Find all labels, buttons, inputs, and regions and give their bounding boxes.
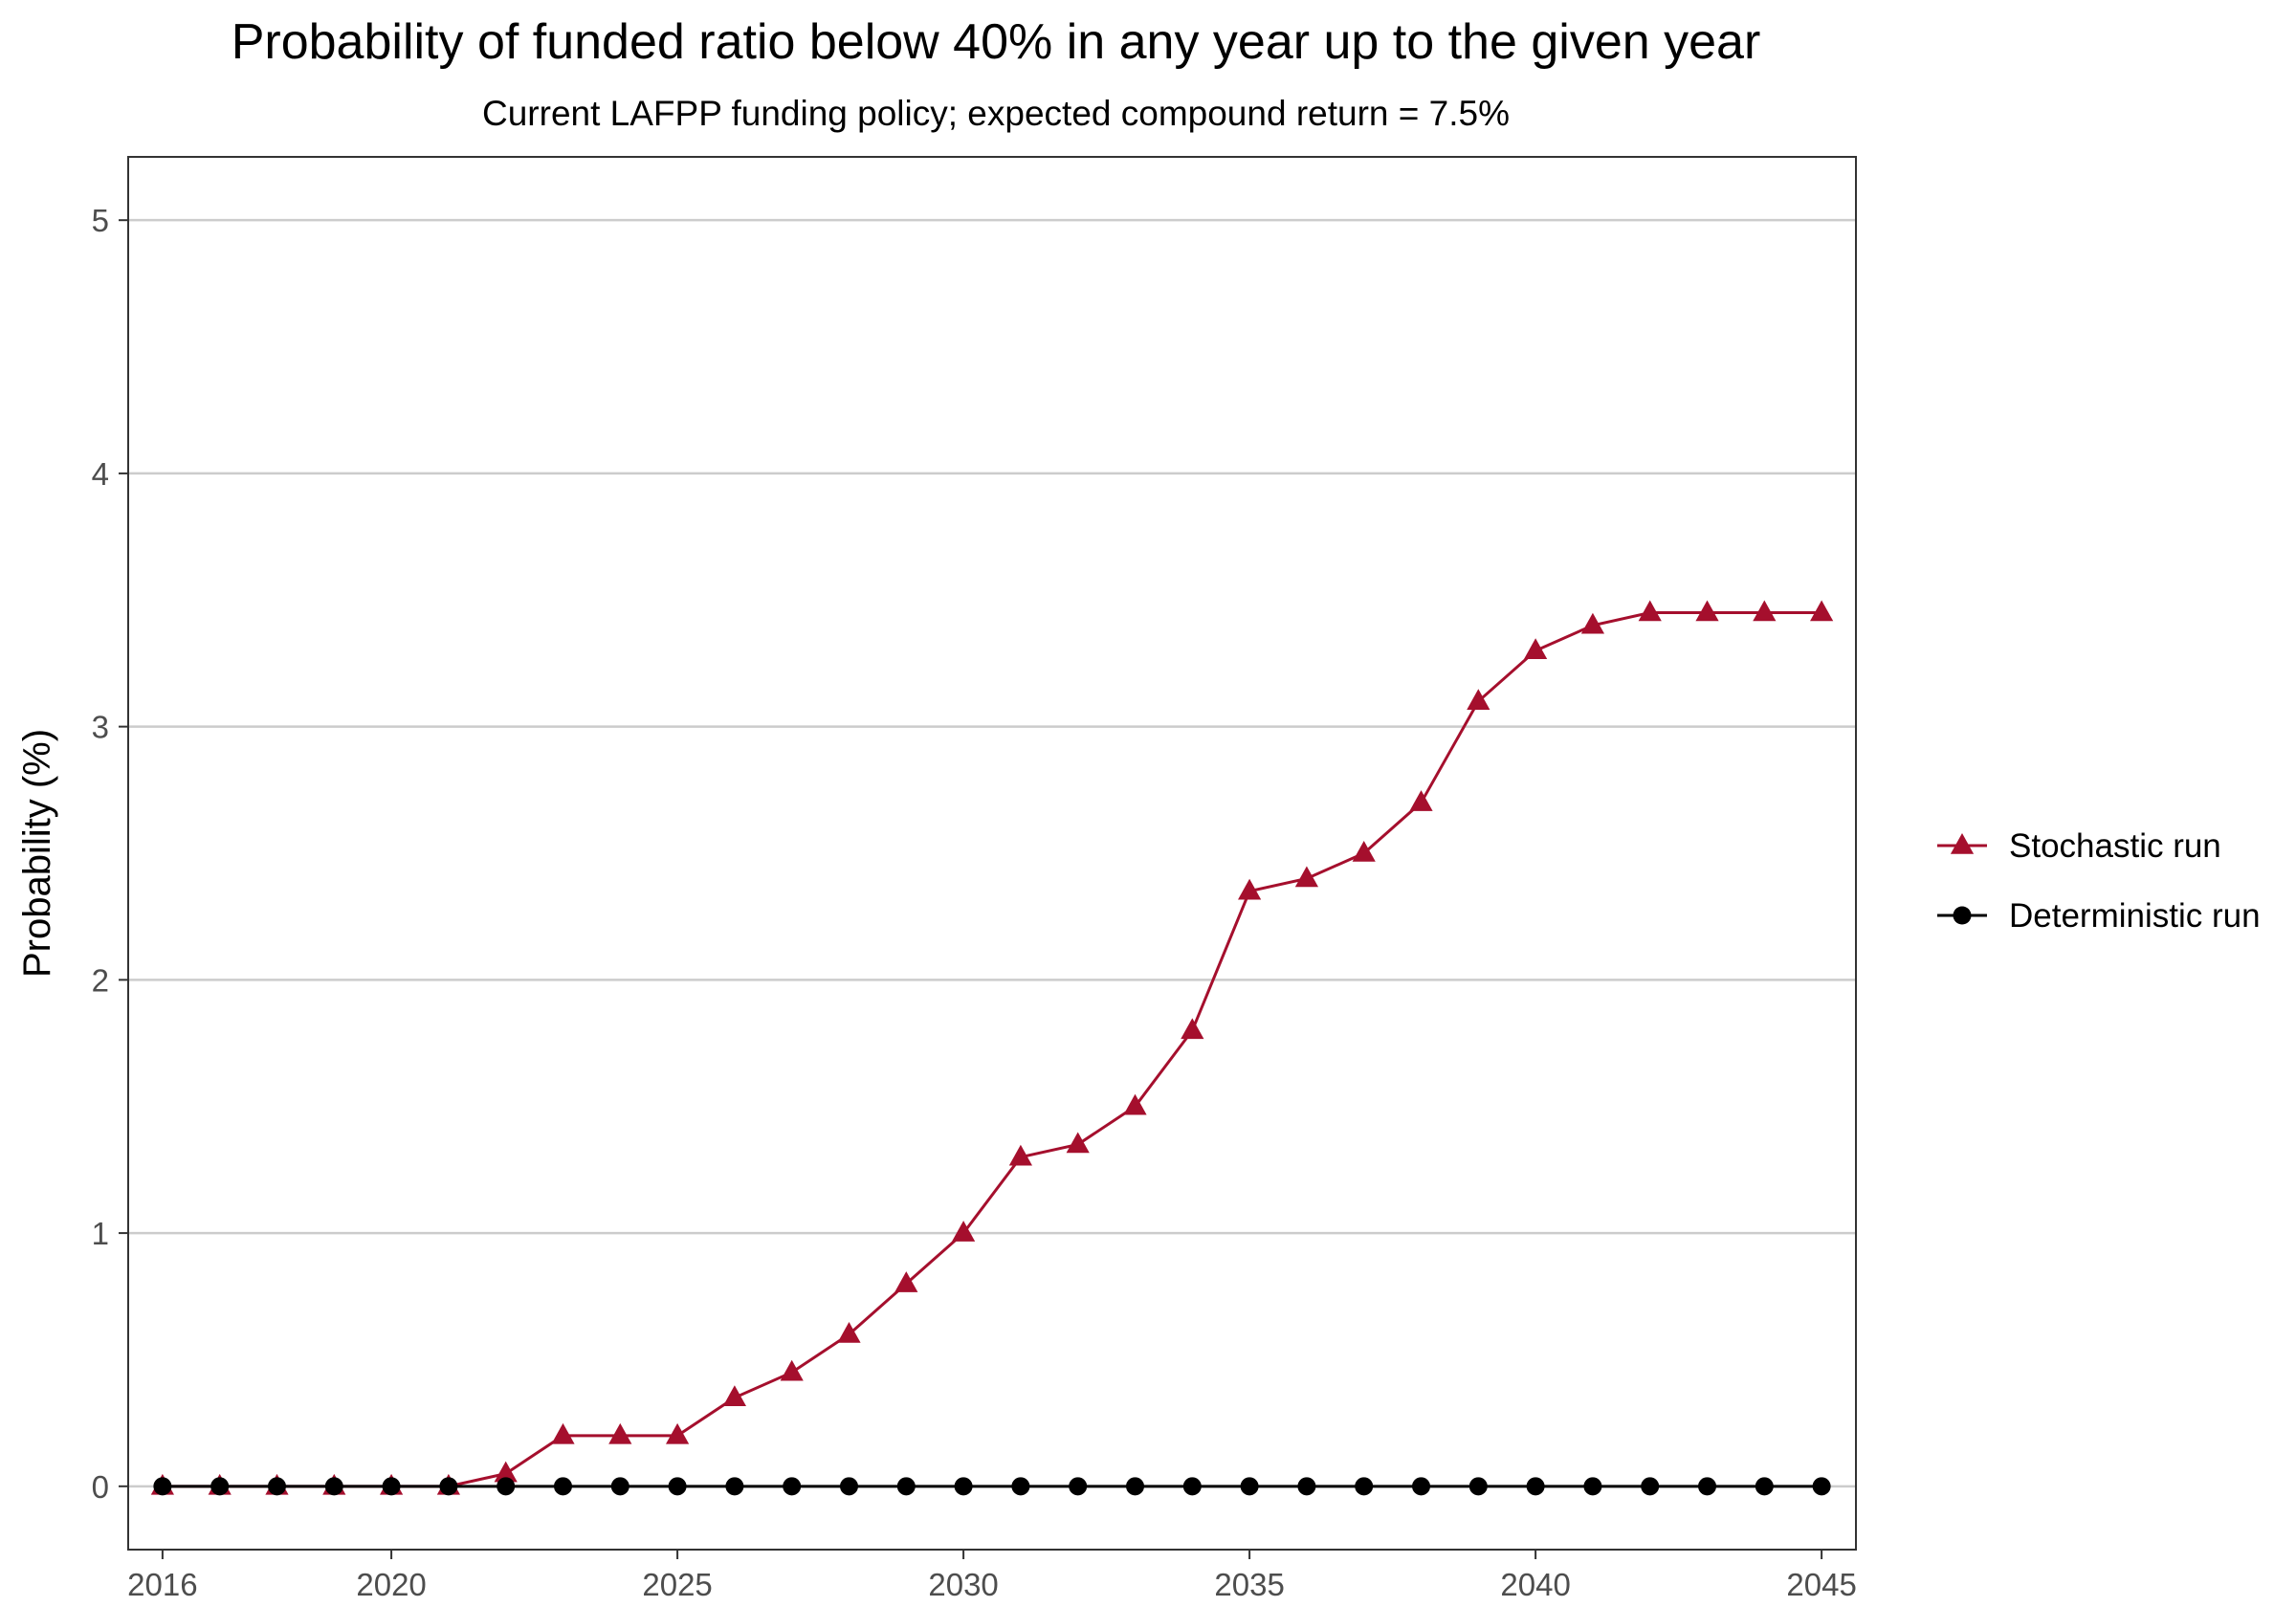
data-point-circle xyxy=(896,1477,916,1496)
data-point-triangle xyxy=(551,1422,575,1444)
data-point-triangle xyxy=(1294,866,1319,888)
x-tick-label: 2025 xyxy=(642,1567,712,1602)
data-point-triangle xyxy=(837,1322,861,1343)
y-tick-label: 2 xyxy=(92,962,109,998)
x-tick-label: 2016 xyxy=(127,1567,197,1602)
legend: Stochastic run Deterministic run xyxy=(1937,827,2261,935)
x-tick-label: 2040 xyxy=(1500,1567,1570,1602)
plot-panel-border xyxy=(127,156,1857,1551)
data-point-triangle xyxy=(1181,1018,1204,1040)
data-point-triangle xyxy=(1352,841,1376,862)
data-point-circle xyxy=(267,1477,286,1496)
data-point-triangle xyxy=(780,1359,804,1381)
data-point-circle xyxy=(210,1477,230,1496)
x-tick-label: 2030 xyxy=(928,1567,998,1602)
y-tick-label: 1 xyxy=(92,1216,109,1251)
data-point-circle xyxy=(668,1477,687,1496)
series-stochastic xyxy=(150,600,1834,1495)
series-layer xyxy=(150,600,1834,1496)
data-point-triangle xyxy=(1695,600,1719,622)
legend-item: Stochastic run xyxy=(1937,827,2221,865)
chart-title: Probability of funded ratio below 40% in… xyxy=(231,14,1761,70)
data-point-circle xyxy=(553,1477,572,1496)
data-point-triangle xyxy=(1467,689,1490,710)
legend-key-circle xyxy=(1953,906,1972,925)
data-point-triangle xyxy=(665,1422,690,1444)
axis-layer: 0 1 2 3 4 5 2016 2020 2025 2030 2035 2040 2045 xyxy=(92,203,1857,1602)
data-point-triangle xyxy=(951,1221,976,1242)
data-point-circle xyxy=(439,1477,458,1496)
legend-item: Deterministic run xyxy=(1937,897,2261,935)
data-point-triangle xyxy=(1066,1132,1090,1154)
data-point-circle xyxy=(1526,1477,1545,1496)
data-point-circle xyxy=(1126,1477,1145,1496)
data-point-circle xyxy=(324,1477,343,1496)
data-point-triangle xyxy=(1580,612,1605,634)
data-point-circle xyxy=(610,1477,629,1496)
legend-label: Stochastic run xyxy=(2009,827,2221,865)
data-point-circle xyxy=(783,1477,802,1496)
data-point-triangle xyxy=(722,1385,746,1406)
data-point-circle xyxy=(1412,1477,1431,1496)
y-tick-label: 4 xyxy=(92,456,109,492)
data-point-triangle xyxy=(1638,600,1662,622)
data-point-triangle xyxy=(1123,1093,1147,1115)
data-point-triangle xyxy=(494,1461,518,1483)
data-point-circle xyxy=(1641,1477,1660,1496)
data-point-triangle xyxy=(1753,600,1777,622)
x-tick-label: 2035 xyxy=(1214,1567,1284,1602)
data-point-circle xyxy=(382,1477,401,1496)
y-tick-label: 5 xyxy=(92,203,109,238)
data-point-circle xyxy=(497,1477,516,1496)
y-tick-label: 0 xyxy=(92,1469,109,1505)
data-point-triangle xyxy=(1409,790,1433,811)
data-point-triangle xyxy=(1238,878,1262,900)
grid-layer xyxy=(128,218,1856,1488)
data-point-triangle xyxy=(1524,638,1548,659)
data-point-circle xyxy=(1240,1477,1259,1496)
y-axis-label: Probability (%) xyxy=(16,729,58,978)
data-point-circle xyxy=(954,1477,973,1496)
data-point-circle xyxy=(1755,1477,1774,1496)
series-deterministic xyxy=(153,1477,1831,1496)
chart-subtitle: Current LAFPP funding policy; expected c… xyxy=(482,94,1510,133)
data-point-circle xyxy=(1468,1477,1488,1496)
data-point-circle xyxy=(1297,1477,1316,1496)
legend-key-triangle xyxy=(1950,833,1975,854)
data-point-triangle xyxy=(608,1422,632,1444)
data-point-circle xyxy=(1583,1477,1602,1496)
data-point-triangle xyxy=(1008,1144,1033,1166)
data-point-circle xyxy=(839,1477,858,1496)
data-point-circle xyxy=(1698,1477,1717,1496)
series-line xyxy=(162,611,1822,1488)
data-point-circle xyxy=(153,1477,172,1496)
x-tick-label: 2020 xyxy=(356,1567,426,1602)
legend-label: Deterministic run xyxy=(2009,897,2261,935)
data-point-circle xyxy=(725,1477,744,1496)
data-point-circle xyxy=(1069,1477,1088,1496)
data-point-circle xyxy=(1182,1477,1202,1496)
x-tick-label: 2045 xyxy=(1786,1567,1856,1602)
data-point-circle xyxy=(1355,1477,1374,1496)
data-point-triangle xyxy=(1810,600,1834,622)
y-tick-label: 3 xyxy=(92,710,109,745)
data-point-circle xyxy=(1812,1477,1831,1496)
data-point-circle xyxy=(1011,1477,1030,1496)
data-point-triangle xyxy=(894,1271,918,1292)
